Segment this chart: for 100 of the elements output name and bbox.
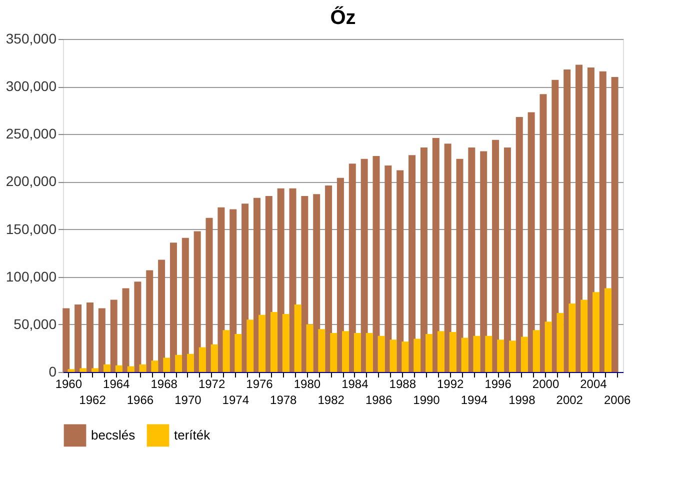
bar [210, 344, 218, 372]
bar [552, 80, 559, 372]
bar [437, 331, 444, 372]
bar [139, 364, 146, 372]
x-tick-label: 1980 [294, 377, 321, 391]
bar [414, 338, 421, 372]
x-tick-label: 1976 [246, 377, 274, 391]
bar [504, 147, 511, 372]
bar [336, 178, 344, 372]
bar [92, 368, 99, 372]
bar [556, 313, 564, 372]
x-tick-label: 1960 [55, 377, 82, 391]
y-tick-label: 0 [48, 364, 57, 380]
bar [206, 218, 213, 372]
bar [325, 186, 332, 372]
bar [265, 196, 272, 372]
x-tick-label: 1990 [413, 393, 440, 407]
bar [222, 330, 230, 372]
y-tick-label: 300,000 [6, 78, 57, 94]
x-tick-label: 2006 [604, 393, 632, 407]
bar [568, 303, 576, 372]
bar [253, 198, 260, 372]
bar [182, 238, 189, 372]
bar [497, 340, 504, 372]
bar [313, 194, 320, 372]
bar [246, 320, 254, 372]
bar [258, 314, 266, 372]
bar [390, 340, 397, 372]
bar [360, 158, 368, 372]
bar [372, 156, 380, 372]
y-tick-label: 350,000 [6, 30, 57, 46]
chart-title: Őz [330, 6, 356, 29]
y-tick-label: 50,000 [14, 316, 57, 332]
bar [175, 354, 182, 372]
x-tick-label: 1994 [460, 393, 488, 407]
bar [580, 300, 588, 372]
x-tick-label: 1974 [222, 393, 250, 407]
bar [110, 300, 118, 372]
bar [611, 77, 618, 372]
bar [294, 304, 302, 372]
bar [218, 207, 225, 372]
legend-label: becslés [91, 427, 136, 442]
bar [127, 366, 134, 372]
bar [402, 342, 409, 372]
bar [444, 144, 452, 372]
bar [98, 308, 106, 372]
bar [282, 314, 290, 372]
bar [540, 94, 547, 372]
y-tick-label: 200,000 [6, 173, 57, 190]
bar [516, 117, 523, 372]
bar [509, 340, 516, 372]
bar [432, 138, 440, 372]
bar [68, 369, 75, 372]
bar [587, 68, 594, 372]
x-tick-label: 1964 [103, 377, 130, 391]
y-tick-label: 150,000 [6, 220, 57, 237]
x-tick-label: 1988 [389, 377, 416, 391]
bar [146, 270, 154, 372]
bar [234, 334, 242, 372]
bar [426, 334, 433, 372]
bar [103, 364, 110, 372]
x-tick-label: 1996 [484, 377, 512, 391]
x-tick-label: 1970 [174, 393, 202, 407]
bar [520, 336, 528, 372]
bar [242, 204, 249, 372]
y-tick-label: 100,000 [6, 268, 57, 284]
bar [384, 166, 392, 372]
x-tick-label: 1992 [436, 377, 464, 391]
bar [485, 336, 492, 372]
bar [186, 354, 194, 372]
bar [134, 282, 142, 372]
x-tick-label: 1982 [318, 393, 345, 407]
x-tick-label: 2002 [556, 393, 584, 407]
bar [354, 332, 361, 372]
bar [544, 322, 552, 372]
bar [198, 347, 206, 372]
bar [599, 71, 606, 372]
bar [576, 64, 583, 372]
x-tick-label: 2000 [532, 377, 560, 391]
x-tick-label: 1962 [79, 393, 106, 407]
x-tick-label: 1984 [342, 377, 369, 391]
x-tick-label: 2004 [580, 377, 608, 391]
bar [366, 332, 373, 372]
x-tick-label: 1978 [270, 393, 298, 407]
bar [122, 288, 130, 372]
bar [80, 368, 87, 372]
bar [86, 302, 94, 372]
bar [480, 151, 488, 372]
bar [158, 260, 166, 372]
bar [277, 188, 284, 372]
bar [306, 324, 314, 372]
bar [318, 329, 326, 372]
x-tick-label: 1966 [126, 393, 154, 407]
x-tick-label: 1986 [365, 393, 392, 407]
bar [230, 209, 237, 372]
bar [170, 242, 177, 372]
bar [468, 147, 476, 372]
bar [163, 358, 170, 372]
bar [461, 338, 468, 372]
bar [342, 331, 350, 372]
